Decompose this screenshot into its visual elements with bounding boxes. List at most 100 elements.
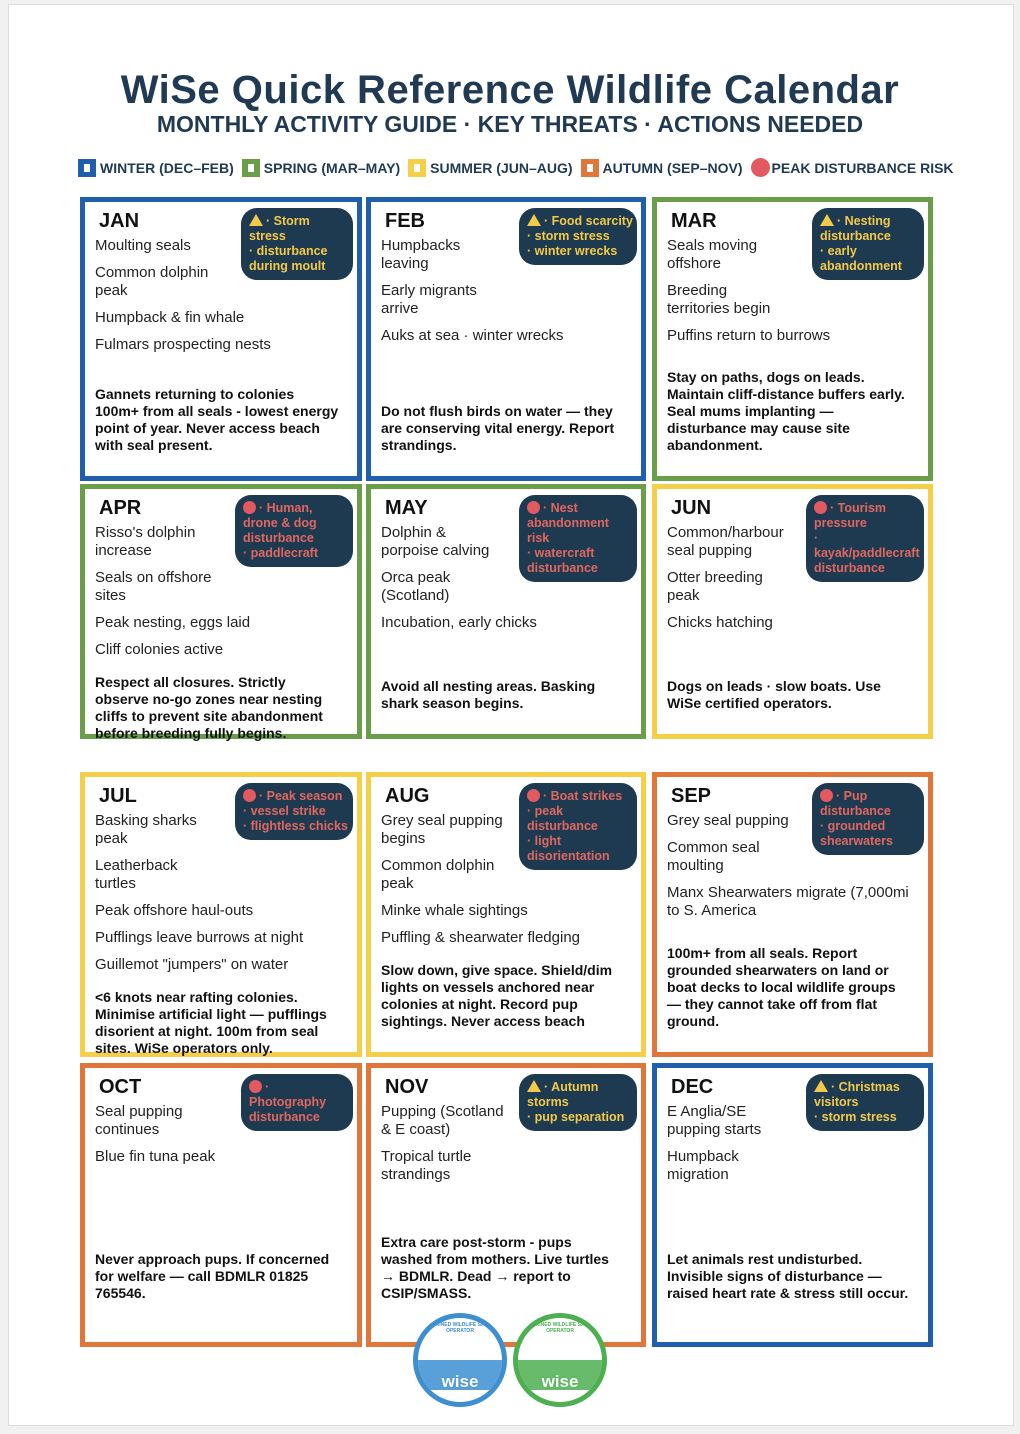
threat-line: · Peak season — [243, 789, 349, 804]
activity-item: Pufflings leave burrows at night — [95, 929, 304, 946]
activity-item: Puffling & shearwater fledging — [381, 929, 581, 946]
threat-text: · disturbance — [249, 244, 328, 258]
activity-item: Risso's dolphin increase — [95, 524, 196, 559]
activity-list: Grey seal pupping Common seal moulting Man… — [667, 812, 918, 929]
activity-list: Humpbacks leaving Early migrants arrive Au… — [381, 237, 631, 354]
action-text: Stay on paths, dogs on leads. Maintain c… — [667, 369, 905, 453]
logo-scene-icon — [518, 1360, 602, 1390]
threat-badge: · Photography disturbance — [241, 1074, 353, 1131]
threat-line: disturbance — [820, 229, 920, 244]
month-name: MAR — [671, 210, 717, 232]
season-swatch-icon — [580, 158, 599, 177]
peak-risk-dot-icon — [243, 501, 256, 514]
threat-line: shearwaters — [820, 834, 920, 849]
month-name: FEB — [385, 210, 425, 232]
threat-line: abandonment risk — [527, 516, 633, 546]
action-text: <6 knots near rafting colonies. Minimise… — [95, 989, 327, 1056]
month-card: DEC E Anglia/SE pupping starts Humpback mi… — [652, 1063, 933, 1347]
legend-label: WINTER (DEC–FEB) — [100, 159, 234, 176]
swatch-inner — [84, 163, 90, 172]
warning-icon — [820, 214, 834, 226]
threat-line: drone & dog — [243, 516, 349, 531]
activity-item: Tropical turtle strandings — [381, 1148, 472, 1183]
month-name: JUN — [671, 497, 712, 519]
threat-badge: · Human, drone & dog disturbance · paddlecr… — [235, 495, 353, 567]
threat-text: · Christmas visitors — [814, 1080, 900, 1109]
threat-badge: · Tourism pressure · kayak/paddlecraft dist… — [806, 495, 924, 582]
threat-line: · early — [820, 244, 920, 259]
threat-line: · storm stress — [527, 229, 633, 244]
season-swatch-icon — [408, 158, 427, 177]
activity-item: Otter breeding peak — [667, 569, 763, 604]
threat-line: disturbance — [814, 561, 920, 576]
threat-badge: · Food scarcity · storm stress · winter wr… — [519, 208, 637, 265]
action-text: Dogs on leads · slow boats. Use WiSe cer… — [667, 678, 881, 711]
threat-text: abandonment — [820, 259, 902, 273]
threat-text: abandonment risk — [527, 516, 609, 545]
threat-line: · Nesting — [820, 214, 920, 229]
threat-line: · Food scarcity — [527, 214, 633, 229]
threat-badge: · Nest abandonment risk · watercraft distur… — [519, 495, 637, 582]
month-card: MAR Seals moving offshore Breeding territo… — [652, 197, 933, 481]
activity-list: E Anglia/SE pupping starts Humpback migra… — [667, 1103, 918, 1193]
threat-badge: · Nesting disturbance · early abandonment — [812, 208, 924, 280]
threat-line: · kayak/paddlecraft — [814, 531, 920, 561]
action-text: Slow down, give space. Shield/dim lights… — [381, 962, 613, 1029]
swatch-inner — [586, 163, 593, 172]
legend-item: AUTUMN (SEP–NOV) — [580, 158, 743, 177]
activity-item: Auks at sea · winter wrecks — [381, 327, 564, 344]
season-swatch-icon — [78, 158, 96, 177]
legend-item: WINTER (DEC–FEB) — [78, 158, 234, 177]
activity-item: Seal pupping continues — [95, 1103, 183, 1138]
threat-line: · Storm stress — [249, 214, 349, 244]
threat-text: · Peak season — [259, 789, 343, 803]
threat-badge: · Autumn storms · pup separation — [519, 1074, 637, 1131]
action-text: 100m+ from all seals. Report grounded sh… — [667, 945, 896, 1029]
month-card: JAN Moulting seals Common dolphin peak Hump… — [80, 197, 362, 481]
peak-risk-dot-icon — [249, 1080, 262, 1093]
activity-item: Minke whale sightings — [381, 902, 528, 919]
activity-item: Humpback & fin whale — [95, 309, 245, 326]
threat-text: · Photography — [249, 1080, 327, 1109]
activity-item: E Anglia/SE pupping starts — [667, 1103, 762, 1138]
threat-text: · watercraft — [527, 546, 595, 560]
threat-text: · Nest — [543, 501, 578, 515]
month-card: JUL Basking sharks peak Leatherback turtle… — [80, 772, 362, 1057]
page-subtitle: MONTHLY ACTIVITY GUIDE · KEY THREATS · A… — [156, 111, 864, 137]
warning-icon — [527, 214, 541, 226]
logo-scene-icon — [418, 1360, 502, 1390]
threat-line: · paddlecraft — [243, 546, 349, 561]
activity-item: Common/harbour seal pupping — [667, 524, 784, 559]
action-text: Do not flush birds on water — they are c… — [381, 403, 615, 453]
threat-line: · Christmas visitors — [814, 1080, 920, 1110]
activity-item: Orca peak (Scotland) — [381, 569, 451, 604]
action-text: Gannets returning to colonies 100m+ from… — [95, 386, 339, 453]
threat-text: · pup separation — [527, 1110, 625, 1124]
threat-text: shearwaters — [820, 834, 893, 848]
activity-item: Common dolphin peak — [381, 857, 495, 892]
logo-ring-text: TRAINED WILDLIFE SAFE OPERATOR — [529, 1322, 591, 1334]
threat-line: · Boat strikes — [527, 789, 633, 804]
threat-text: · Human, — [259, 501, 313, 515]
threat-line: disturbance — [249, 1110, 349, 1125]
month-name: DEC — [671, 1076, 714, 1098]
month-name: JUL — [99, 785, 137, 807]
warning-icon — [249, 214, 263, 226]
threat-line: · watercraft — [527, 546, 633, 561]
threat-text: · light disorientation — [527, 834, 610, 863]
activity-item: Seals moving offshore — [667, 237, 758, 272]
legend-item: PEAK DISTURBANCE RISK — [750, 158, 954, 177]
threat-text: · Autumn storms — [527, 1080, 599, 1109]
page-title: WiSe Quick Reference Wildlife Calendar — [120, 68, 900, 112]
threat-text: disturbance — [820, 229, 891, 243]
season-swatch-icon — [241, 158, 260, 177]
threat-line: disturbance — [820, 804, 920, 819]
month-name: MAY — [385, 497, 428, 519]
warning-icon — [527, 1080, 541, 1092]
logo-text: wise — [541, 1372, 579, 1391]
peak-risk-dot-icon — [814, 501, 827, 514]
activity-item: Fulmars prospecting nests — [95, 336, 271, 353]
activity-item: Grey seal pupping — [667, 812, 789, 829]
threat-line: · vessel strike — [243, 804, 349, 819]
threat-line: · pup separation — [527, 1110, 633, 1125]
